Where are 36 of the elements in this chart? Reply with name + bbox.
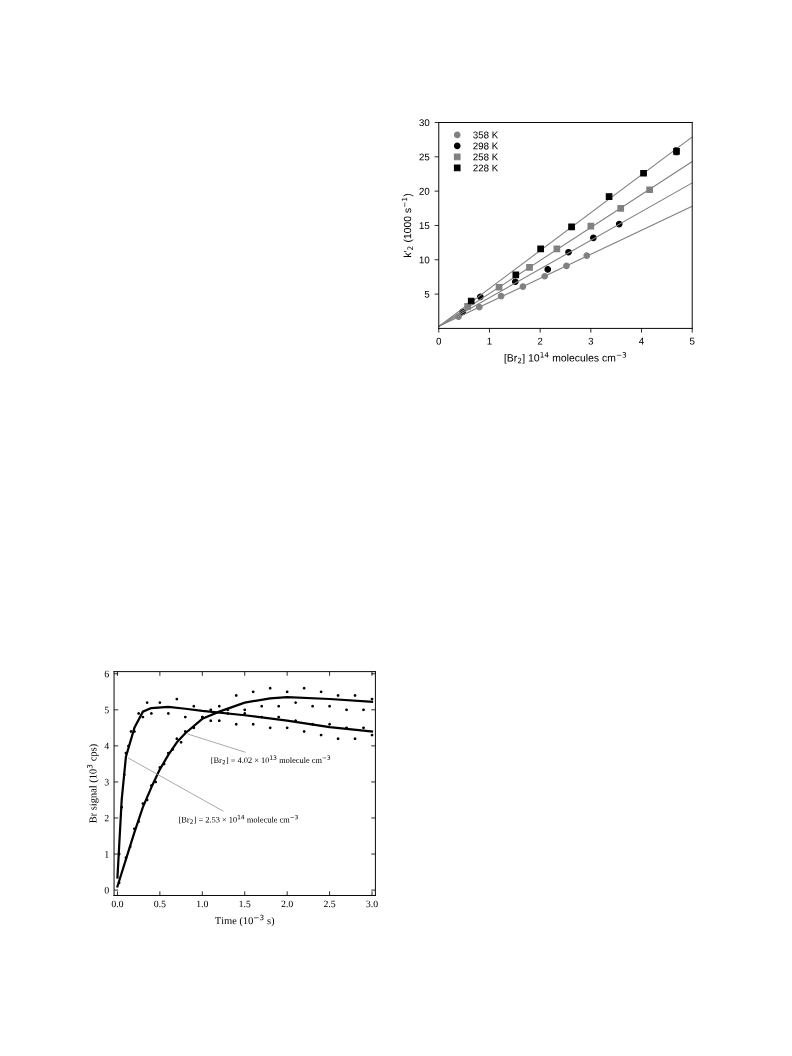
y-tick-label: 5 <box>424 290 430 298</box>
x-tick-label: 0 <box>436 337 442 345</box>
x-axis-title: [Br$_{2}$] 10$^{14}$ molecules cm$^{−3}$ <box>504 352 627 364</box>
legend-label: 228 K <box>473 164 499 172</box>
x-axis-title: Time (10$^{−3}$ s) <box>215 914 275 927</box>
y-tick-label: 6 <box>104 670 109 678</box>
legend-label: 298 K <box>473 142 499 150</box>
x-tick-label: 3.0 <box>366 900 378 908</box>
x-tick-label: 2.5 <box>323 900 336 908</box>
y-axis-title: Br signal (10$^{3}$ cps) <box>87 744 99 823</box>
x-tick-label: 0.0 <box>111 900 124 908</box>
x-tick-label: 1.0 <box>197 900 209 908</box>
y-tick-label: 5 <box>104 706 109 714</box>
x-tick-label: 2 <box>537 337 543 345</box>
y-tick-label: 0 <box>104 886 109 894</box>
x-tick-label: 1 <box>487 337 492 345</box>
legend-label: 358 K <box>473 131 499 139</box>
x-tick-label: 2.0 <box>281 900 293 908</box>
x-tick-label: 5 <box>689 337 695 345</box>
y-axis-title: k′$_{2}$ (1000 s$^{−1}$) <box>401 193 414 257</box>
y-tick-label: 3 <box>104 778 109 786</box>
x-tick-label: 0.5 <box>154 900 166 908</box>
y-tick-label: 20 <box>419 187 430 195</box>
annotation: [Br$_{2}$] = 4.02 × 10$^{13}$ molecule cm$^{−3}$ <box>211 755 331 765</box>
x-tick-label: 3 <box>588 337 594 345</box>
legend-label: 258 K <box>473 153 499 161</box>
x-tick-label: 1.5 <box>239 900 251 908</box>
y-tick-label: 15 <box>419 222 430 230</box>
annotation: [Br$_{2}$] = 2.53 × 10$^{14}$ molecule cm$^{−3}$ <box>179 814 298 824</box>
y-tick-label: 4 <box>104 742 110 750</box>
y-tick-label: 10 <box>419 256 430 264</box>
y-tick-label: 25 <box>419 153 430 161</box>
y-tick-label: 2 <box>104 814 109 822</box>
x-tick-label: 4 <box>639 337 644 345</box>
y-tick-label: 30 <box>419 119 430 127</box>
y-tick-label: 1 <box>105 850 109 858</box>
